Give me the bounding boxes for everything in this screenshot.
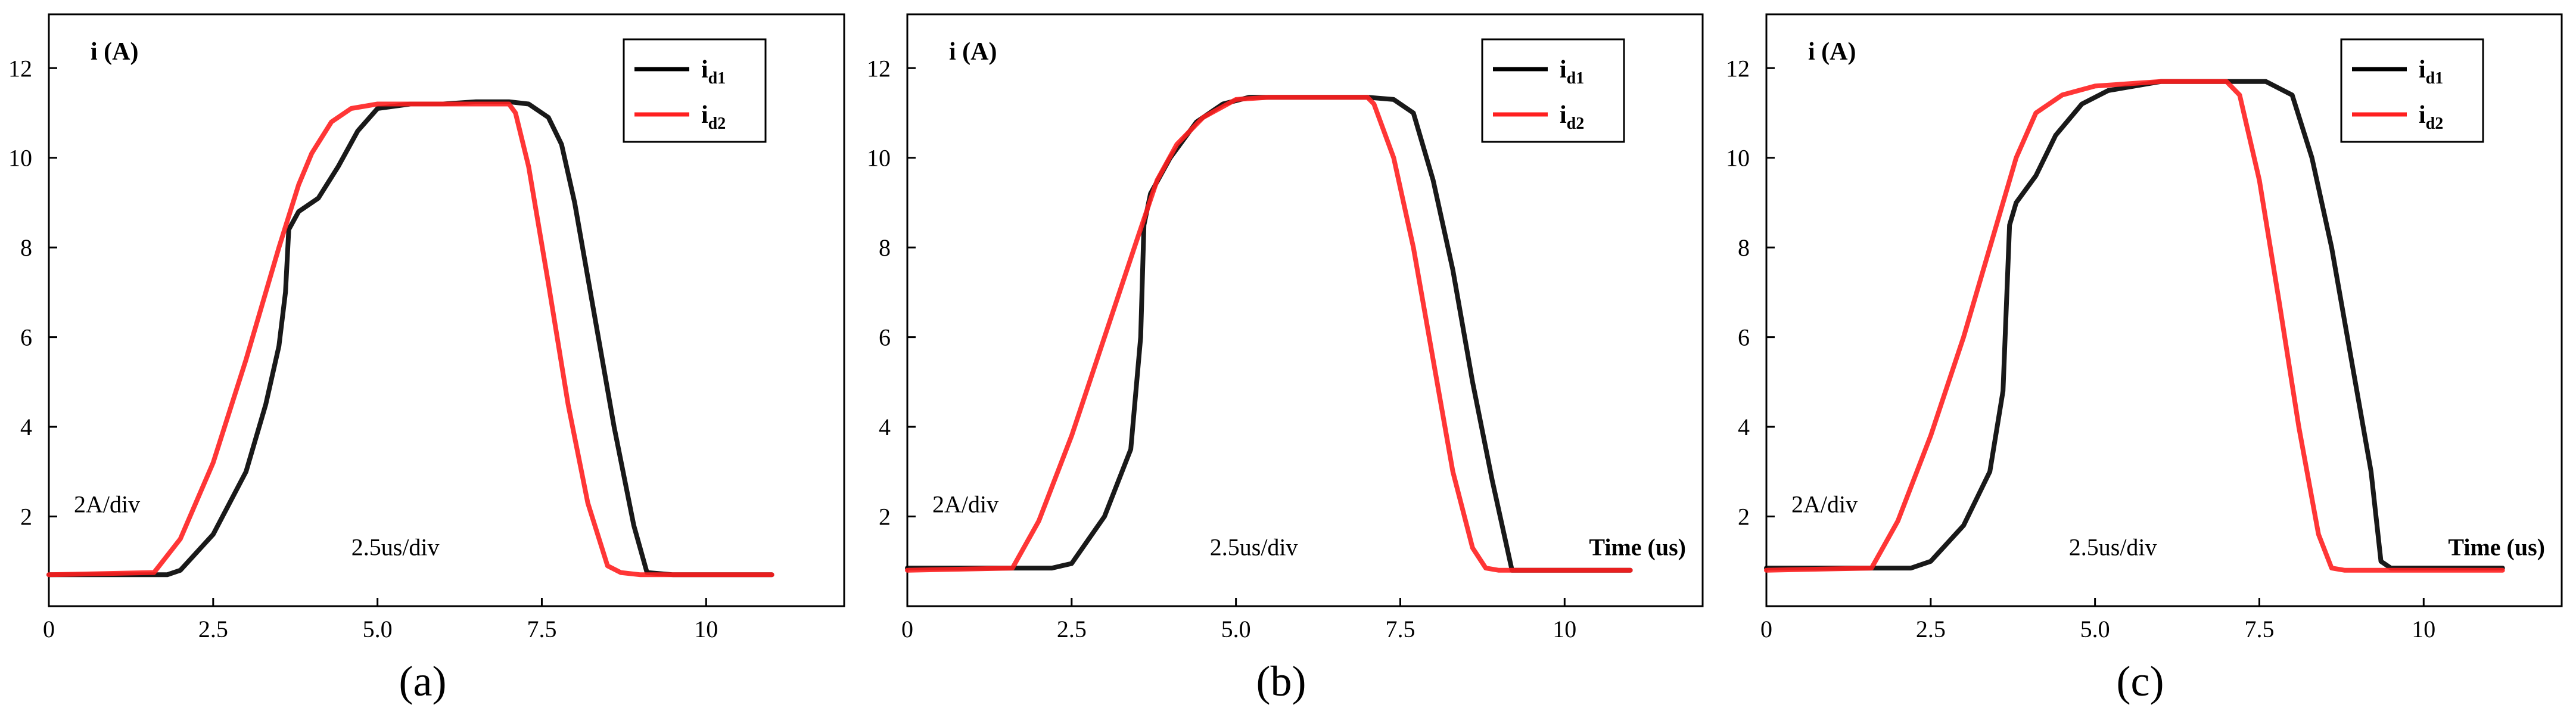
y-tick-label: 6 [879, 324, 891, 351]
series-line-d2 [905, 95, 1633, 573]
y-tick-label: 2 [879, 504, 891, 530]
series-line-d2 [46, 101, 774, 578]
y-tick-label: 12 [867, 55, 891, 82]
panel-caption: (c) [2117, 657, 2164, 705]
y-tick-label: 8 [1738, 234, 1750, 261]
x-tick-label: 10 [2412, 616, 2435, 643]
x-axis-label: Time (us) [1589, 534, 1686, 561]
x-tick-label: 0 [1760, 616, 1772, 643]
legend-label-subscript: d1 [1567, 69, 1585, 88]
x-tick-label: 7.5 [1385, 616, 1415, 643]
y-tick-label: 6 [20, 324, 32, 351]
legend-label-base: i [2419, 101, 2426, 129]
legend-label-subscript: d1 [708, 69, 726, 88]
x-tick-label: 7.5 [2244, 616, 2274, 643]
x-tick-label: 2.5 [1057, 616, 1087, 643]
y-tick-label: 6 [1738, 324, 1750, 351]
x-tick-label: 10 [1553, 616, 1576, 643]
legend-box [1481, 38, 1625, 143]
x-scale-annotation: 2.5us/div [1210, 534, 1298, 561]
legend-label-base: i [701, 56, 708, 83]
legend-label-base: i [1560, 101, 1567, 129]
y-tick-label: 4 [879, 414, 891, 440]
plot-frame [48, 13, 845, 607]
legend-label-d2: id2 [2419, 101, 2443, 133]
x-scale-annotation: 2.5us/div [2069, 534, 2157, 561]
legend-box [623, 38, 767, 143]
y-axis-label: i (A) [91, 38, 138, 66]
x-tick-label: 2.5 [1916, 616, 1946, 643]
x-scale-annotation: 2.5us/div [351, 534, 440, 561]
legend-label-subscript: d1 [2426, 69, 2444, 88]
chart-panel-2: 0 2.5 5.0 7.5 10 2 4 6 8 10 12 i (A) 2A/div 2.5us/div… [867, 13, 1704, 705]
y-axis-label: i (A) [1808, 38, 1856, 66]
panel-caption: (b) [1256, 657, 1306, 705]
y-tick-label: 10 [867, 145, 891, 172]
x-tick-label: 2.5 [198, 616, 228, 643]
y-scale-annotation: 2A/div [1791, 491, 1858, 518]
x-tick-label: 5.0 [1221, 616, 1251, 643]
x-axis-label: Time (us) [2448, 534, 2545, 561]
legend-label-base: i [701, 101, 708, 129]
legend-label-subscript: d2 [2426, 114, 2444, 133]
y-scale-annotation: 2A/div [74, 491, 140, 518]
x-tick-label: 0 [43, 616, 55, 643]
plot-frame [906, 13, 1704, 607]
legend-label-d1: id1 [701, 56, 726, 88]
series-line-d2 [1764, 79, 2505, 573]
series-line-d1 [1764, 79, 2505, 571]
y-tick-label: 2 [20, 504, 32, 530]
y-tick-label: 10 [1726, 145, 1750, 172]
legend-box [2340, 38, 2484, 143]
x-tick-label: 5.0 [363, 616, 393, 643]
x-tick-label: 10 [694, 616, 718, 643]
legend-label-base: i [2419, 56, 2426, 83]
legend-label-d2: id2 [701, 101, 726, 133]
y-tick-label: 12 [8, 55, 32, 82]
y-tick-label: 4 [20, 414, 32, 440]
x-tick-label: 0 [901, 616, 913, 643]
y-scale-annotation: 2A/div [932, 491, 998, 518]
panel-caption: (a) [399, 657, 447, 705]
chart-panel-1: 0 2.5 5.0 7.5 10 2 4 6 8 10 12 i (A) 2A/div 2.5us/div… [8, 13, 845, 705]
series-line-d1 [905, 95, 1633, 573]
x-tick-label: 5.0 [2080, 616, 2110, 643]
legend-label-d1: id1 [2419, 56, 2443, 88]
y-tick-label: 2 [1738, 504, 1750, 530]
plot-frame [1765, 13, 2563, 607]
legend-label-d2: id2 [1560, 101, 1584, 133]
y-axis-label: i (A) [949, 38, 997, 66]
legend-label-base: i [1560, 56, 1567, 83]
y-tick-label: 8 [20, 234, 32, 261]
legend-label-subscript: d2 [1567, 114, 1585, 133]
series-line-d1 [46, 99, 774, 578]
y-tick-label: 12 [1726, 55, 1750, 82]
legend-label-d1: id1 [1560, 56, 1584, 88]
x-tick-label: 7.5 [527, 616, 556, 643]
legend-label-subscript: d2 [708, 114, 726, 133]
y-tick-label: 8 [879, 234, 891, 261]
y-tick-label: 10 [8, 145, 32, 172]
chart-panel-3: 0 2.5 5.0 7.5 10 2 4 6 8 10 12 i (A) 2A/div 2.5us/div… [1726, 13, 2563, 705]
y-tick-label: 4 [1738, 414, 1750, 440]
